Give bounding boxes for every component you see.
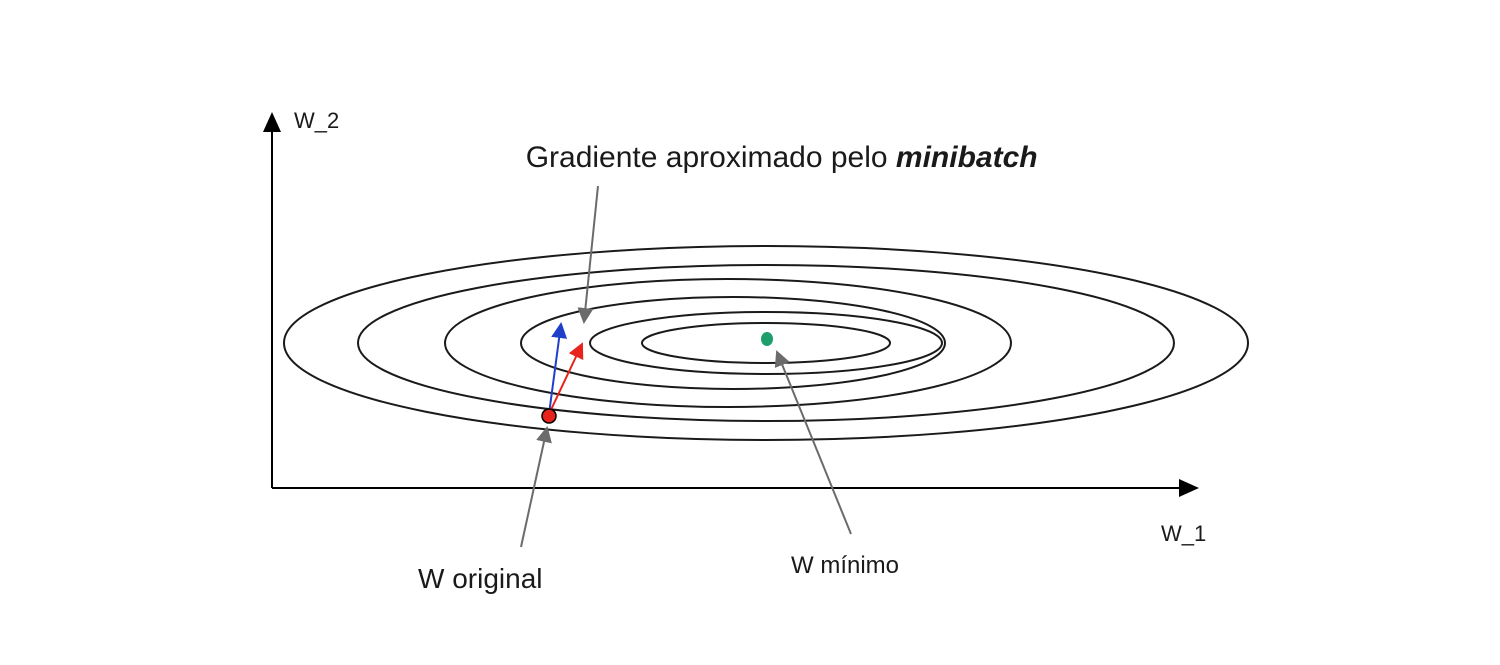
contour-ellipse-4 [520,296,946,390]
original-weights-label: W original [418,563,542,594]
minibatch-gradient-title: Gradiente aproximado pelo minibatch [484,141,1063,174]
title-pointer-arrow [577,185,599,324]
title-prefix: Gradiente aproximado pelo [526,141,896,174]
contour-ellipse-3 [444,278,1012,408]
contour-lines [283,245,1249,441]
minimum-weights-label: W mínimo [791,552,899,579]
contour-ellipse-5 [589,311,943,375]
minibatch-gradient-arrow [548,342,584,415]
title-emphasis: minibatch [896,141,1038,174]
contour-ellipse-1 [283,245,1249,441]
contour-ellipse-6 [641,322,891,364]
original-pointer-arrow [520,426,552,548]
minimum-point [761,332,773,346]
true-gradient-arrow [548,322,568,415]
y-axis-arrowhead [263,112,281,132]
original-point [541,408,557,424]
y-axis-label: W_2 [294,108,339,133]
contour-ellipse-2 [357,264,1175,422]
x-axis-label: W_1 [1161,521,1206,546]
axes [263,112,1199,497]
minimum-pointer-arrow [774,350,852,535]
x-axis-arrowhead [1179,479,1199,497]
